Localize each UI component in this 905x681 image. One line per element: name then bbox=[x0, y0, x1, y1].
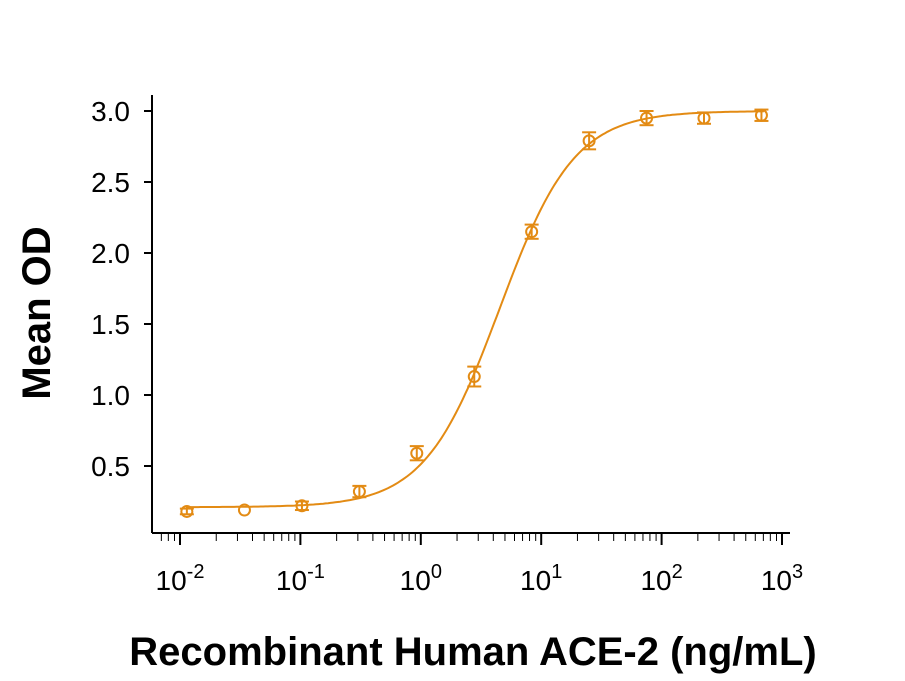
x-tick-label: 10-1 bbox=[276, 561, 325, 596]
point-marker bbox=[525, 225, 539, 239]
data-point bbox=[524, 223, 539, 240]
point-marker bbox=[180, 504, 194, 518]
data-point bbox=[294, 499, 309, 513]
x-tick-label: 102 bbox=[640, 561, 682, 596]
point-marker bbox=[352, 485, 366, 499]
x-tick-base: 10 bbox=[640, 565, 671, 596]
point-marker bbox=[467, 370, 481, 384]
x-tick-exponent: 3 bbox=[792, 561, 803, 583]
x-tick-exponent: 1 bbox=[551, 561, 562, 583]
y-tick-label: 1.0 bbox=[91, 380, 130, 411]
x-tick-exponent: 0 bbox=[431, 561, 442, 583]
data-point bbox=[467, 365, 482, 388]
point-marker bbox=[295, 499, 309, 513]
data-point bbox=[639, 110, 654, 127]
point-marker bbox=[237, 503, 251, 517]
x-axis-label: Recombinant Human ACE-2 (ng/mL) bbox=[129, 630, 816, 674]
y-tick-label: 2.5 bbox=[91, 167, 130, 198]
y-tick-label: 1.5 bbox=[91, 309, 130, 340]
point-marker bbox=[754, 108, 768, 122]
data-points bbox=[179, 108, 769, 518]
data-point bbox=[697, 111, 712, 125]
x-tick-base: 10 bbox=[276, 565, 307, 596]
y-ticks: 0.5 1.0 1.5 2.0 2.5 3.0 bbox=[91, 96, 152, 482]
axes bbox=[151, 95, 790, 534]
x-tick-exponent: 2 bbox=[672, 561, 683, 583]
point-marker bbox=[582, 134, 596, 148]
data-point bbox=[582, 131, 597, 151]
data-point bbox=[237, 503, 251, 517]
data-point bbox=[754, 108, 769, 122]
y-tick-label: 2.0 bbox=[91, 238, 130, 269]
x-tick-base: 10 bbox=[156, 565, 187, 596]
x-tick-label: 10-2 bbox=[156, 561, 205, 596]
y-tick-label: 3.0 bbox=[91, 96, 130, 127]
y-axis-label: Mean OD bbox=[15, 226, 59, 399]
y-tick-label: 0.5 bbox=[91, 451, 130, 482]
point-marker bbox=[640, 111, 654, 125]
x-tick-exponent: -1 bbox=[307, 561, 325, 583]
x-tick-base: 10 bbox=[520, 565, 551, 596]
data-point bbox=[352, 484, 367, 499]
x-ticks: 10-2 10-1 100 101 102 103 bbox=[156, 533, 803, 596]
x-tick-exponent: -2 bbox=[187, 561, 205, 583]
point-marker bbox=[697, 111, 711, 125]
x-tick-label: 101 bbox=[520, 561, 562, 596]
data-point bbox=[409, 445, 424, 462]
x-tick-base: 10 bbox=[400, 565, 431, 596]
x-tick-label: 100 bbox=[400, 561, 442, 596]
fit-curve bbox=[186, 110, 764, 509]
x-tick-base: 10 bbox=[761, 565, 792, 596]
data-point bbox=[179, 504, 194, 518]
point-marker bbox=[410, 446, 424, 460]
x-tick-label: 103 bbox=[761, 561, 803, 596]
